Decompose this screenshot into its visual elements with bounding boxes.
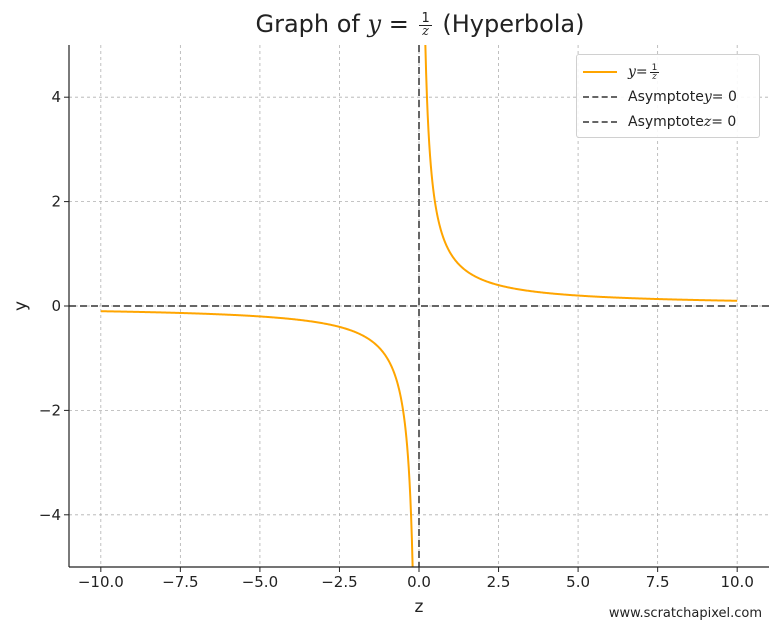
title-eq: = [381, 10, 417, 38]
x-tick-label: 10.0 [720, 573, 753, 591]
watermark: www.scratchapixel.com [608, 606, 762, 621]
legend-eq: = 0 [711, 114, 737, 130]
legend-swatch-hyperbola [583, 71, 617, 73]
series-layer [69, 44, 769, 568]
x-tick-label: −10.0 [78, 573, 124, 591]
legend-item-asymptote-y: Asymptote y = 0 [583, 86, 737, 108]
x-ticks: −10.0 −7.5 −5.0 −2.5 0.0 2.5 5.0 7.5 10.0 [78, 567, 754, 591]
legend-denominator: z [652, 71, 657, 82]
x-axis-label: z [415, 597, 424, 617]
y-tick-label: −2 [39, 401, 61, 419]
title-numerator: 1 [419, 10, 432, 26]
legend-var: y [628, 64, 636, 80]
title-prefix: Graph of [255, 10, 368, 38]
y-tick-label: 0 [51, 297, 61, 315]
legend-text: Asymptote [628, 114, 704, 130]
legend-var: z [703, 114, 712, 130]
hyperbola-branch-positive [424, 44, 738, 302]
y-tick-label: 4 [51, 88, 61, 106]
x-tick-label: 5.0 [566, 573, 590, 591]
legend-numerator: 1 [649, 62, 660, 73]
legend-item-asymptote-z: Asymptote z = 0 [583, 111, 736, 133]
y-axis-label: y [11, 301, 31, 311]
x-tick-label: −2.5 [321, 573, 357, 591]
y-tick-label: 2 [51, 193, 61, 211]
legend-text: Asymptote [628, 89, 704, 105]
y-tick-label: −4 [39, 506, 61, 524]
x-tick-label: 2.5 [487, 573, 511, 591]
x-tick-label: −5.0 [242, 573, 278, 591]
title-denominator: z [422, 23, 430, 39]
legend-eq: = [635, 64, 648, 80]
x-tick-label: 0.0 [407, 573, 431, 591]
legend-var: y [703, 89, 712, 105]
hyperbola-branch-negative [100, 310, 414, 568]
x-tick-label: 7.5 [646, 573, 670, 591]
y-ticks: −4 −2 0 2 4 [39, 88, 69, 524]
legend-swatch-asymptote-z [583, 121, 617, 123]
legend-eq: = 0 [711, 89, 737, 105]
legend-swatch-asymptote-y [583, 96, 617, 98]
x-tick-label: −7.5 [162, 573, 198, 591]
title-var: y [367, 10, 382, 38]
title-suffix: (Hyperbola) [434, 10, 585, 38]
